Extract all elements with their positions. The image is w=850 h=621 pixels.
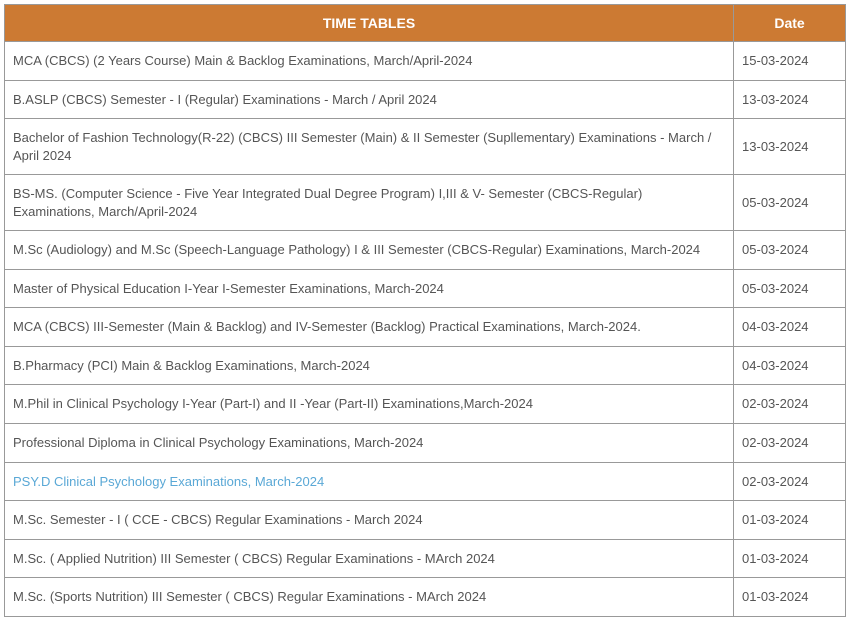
timetable-link[interactable]: M.Sc (Audiology) and M.Sc (Speech-Langua… — [13, 242, 700, 257]
timetable-title-cell: PSY.D Clinical Psychology Examinations, … — [5, 462, 734, 501]
timetable-title-cell: M.Sc (Audiology) and M.Sc (Speech-Langua… — [5, 231, 734, 270]
header-title: TIME TABLES — [5, 5, 734, 42]
timetable-title-cell: B.Pharmacy (PCI) Main & Backlog Examinat… — [5, 346, 734, 385]
timetable-link[interactable]: BS-MS. (Computer Science - Five Year Int… — [13, 186, 642, 219]
timetable-title-cell: BS-MS. (Computer Science - Five Year Int… — [5, 175, 734, 231]
timetable-title-cell: Professional Diploma in Clinical Psychol… — [5, 424, 734, 463]
header-date: Date — [734, 5, 846, 42]
timetable-title-cell: Bachelor of Fashion Technology(R-22) (CB… — [5, 119, 734, 175]
timetable-link[interactable]: M.Phil in Clinical Psychology I-Year (Pa… — [13, 396, 533, 411]
timetable-date-cell: 02-03-2024 — [734, 462, 846, 501]
table-row: Professional Diploma in Clinical Psychol… — [5, 424, 846, 463]
timetable-link[interactable]: MCA (CBCS) (2 Years Course) Main & Backl… — [13, 53, 473, 68]
timetable-date-cell: 02-03-2024 — [734, 385, 846, 424]
timetable-link[interactable]: MCA (CBCS) III-Semester (Main & Backlog)… — [13, 319, 641, 334]
timetable-date-cell: 04-03-2024 — [734, 308, 846, 347]
timetable-link[interactable]: M.Sc. Semester - I ( CCE - CBCS) Regular… — [13, 512, 423, 527]
timetable-link[interactable]: M.Sc. (Sports Nutrition) III Semester ( … — [13, 589, 486, 604]
table-row: Master of Physical Education I-Year I-Se… — [5, 269, 846, 308]
timetable-link[interactable]: Bachelor of Fashion Technology(R-22) (CB… — [13, 130, 711, 163]
timetable-link[interactable]: PSY.D Clinical Psychology Examinations, … — [13, 474, 324, 489]
table-row: B.Pharmacy (PCI) Main & Backlog Examinat… — [5, 346, 846, 385]
table-row: M.Sc. ( Applied Nutrition) III Semester … — [5, 539, 846, 578]
timetable-link[interactable]: B.ASLP (CBCS) Semester - I (Regular) Exa… — [13, 92, 437, 107]
table-row: MCA (CBCS) III-Semester (Main & Backlog)… — [5, 308, 846, 347]
table-row: BS-MS. (Computer Science - Five Year Int… — [5, 175, 846, 231]
timetable-date-cell: 01-03-2024 — [734, 539, 846, 578]
timetable-date-cell: 04-03-2024 — [734, 346, 846, 385]
timetable-title-cell: M.Sc. ( Applied Nutrition) III Semester … — [5, 539, 734, 578]
table-row: Bachelor of Fashion Technology(R-22) (CB… — [5, 119, 846, 175]
timetable-title-cell: Master of Physical Education I-Year I-Se… — [5, 269, 734, 308]
header-row: TIME TABLES Date — [5, 5, 846, 42]
table-row: B.ASLP (CBCS) Semester - I (Regular) Exa… — [5, 80, 846, 119]
table-body: MCA (CBCS) (2 Years Course) Main & Backl… — [5, 42, 846, 617]
table-row: M.Sc. (Sports Nutrition) III Semester ( … — [5, 578, 846, 617]
table-row: M.Phil in Clinical Psychology I-Year (Pa… — [5, 385, 846, 424]
table-row: PSY.D Clinical Psychology Examinations, … — [5, 462, 846, 501]
timetable-date-cell: 05-03-2024 — [734, 269, 846, 308]
timetables-table: TIME TABLES Date MCA (CBCS) (2 Years Cou… — [4, 4, 846, 617]
timetable-title-cell: M.Sc. Semester - I ( CCE - CBCS) Regular… — [5, 501, 734, 540]
timetable-date-cell: 13-03-2024 — [734, 119, 846, 175]
timetable-date-cell: 01-03-2024 — [734, 578, 846, 617]
timetable-title-cell: M.Phil in Clinical Psychology I-Year (Pa… — [5, 385, 734, 424]
timetable-title-cell: B.ASLP (CBCS) Semester - I (Regular) Exa… — [5, 80, 734, 119]
timetable-title-cell: MCA (CBCS) (2 Years Course) Main & Backl… — [5, 42, 734, 81]
timetable-title-cell: M.Sc. (Sports Nutrition) III Semester ( … — [5, 578, 734, 617]
timetable-link[interactable]: M.Sc. ( Applied Nutrition) III Semester … — [13, 551, 495, 566]
table-row: M.Sc (Audiology) and M.Sc (Speech-Langua… — [5, 231, 846, 270]
timetable-date-cell: 15-03-2024 — [734, 42, 846, 81]
timetable-date-cell: 02-03-2024 — [734, 424, 846, 463]
timetable-link[interactable]: Master of Physical Education I-Year I-Se… — [13, 281, 444, 296]
timetable-date-cell: 05-03-2024 — [734, 231, 846, 270]
table-row: MCA (CBCS) (2 Years Course) Main & Backl… — [5, 42, 846, 81]
table-row: M.Sc. Semester - I ( CCE - CBCS) Regular… — [5, 501, 846, 540]
timetable-link[interactable]: Professional Diploma in Clinical Psychol… — [13, 435, 423, 450]
timetable-date-cell: 01-03-2024 — [734, 501, 846, 540]
timetable-date-cell: 13-03-2024 — [734, 80, 846, 119]
timetable-link[interactable]: B.Pharmacy (PCI) Main & Backlog Examinat… — [13, 358, 370, 373]
timetable-title-cell: MCA (CBCS) III-Semester (Main & Backlog)… — [5, 308, 734, 347]
timetable-date-cell: 05-03-2024 — [734, 175, 846, 231]
